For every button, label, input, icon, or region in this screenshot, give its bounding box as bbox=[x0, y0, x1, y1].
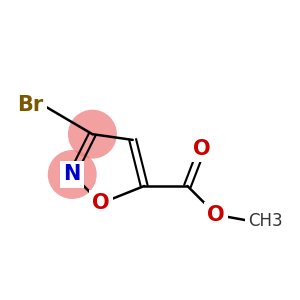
Text: O: O bbox=[207, 205, 225, 225]
Text: CH3: CH3 bbox=[248, 212, 283, 230]
Circle shape bbox=[48, 150, 97, 199]
Text: Br: Br bbox=[17, 95, 44, 116]
Text: N: N bbox=[64, 164, 81, 184]
Circle shape bbox=[68, 110, 117, 159]
Text: O: O bbox=[92, 193, 110, 213]
Text: O: O bbox=[193, 139, 211, 159]
